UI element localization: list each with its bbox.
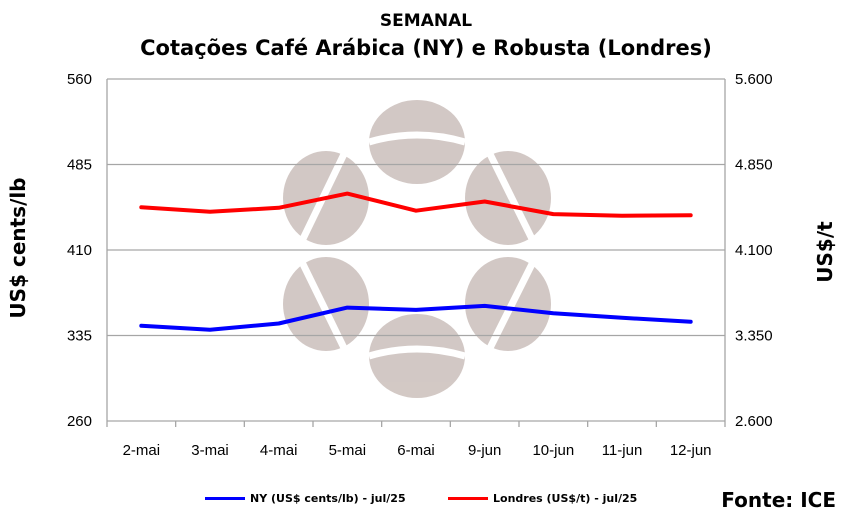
x-tick-label: 12-jun bbox=[670, 442, 712, 459]
y-tick-label-right: 2.600 bbox=[735, 413, 773, 430]
y-tick-label-right: 3.350 bbox=[735, 328, 773, 345]
x-tick-label: 5-mai bbox=[329, 442, 367, 459]
y-axis-right-label: US$/t bbox=[813, 221, 837, 283]
x-tick-label: 6-mai bbox=[397, 442, 435, 459]
y-tick-label-left: 260 bbox=[67, 413, 92, 430]
bean-right-bottom bbox=[465, 257, 551, 351]
legend-ny-label: NY (US$ cents/lb) - jul/25 bbox=[250, 492, 406, 505]
chart-title: SEMANAL bbox=[379, 11, 473, 31]
source-note: Fonte: ICE bbox=[721, 488, 836, 512]
y-axis-left-label: US$ cents/lb bbox=[6, 177, 30, 318]
x-tick-label: 9-jun bbox=[468, 442, 501, 459]
y-tick-label-left: 410 bbox=[67, 242, 92, 259]
chart-subtitle: Cotações Café Arábica (NY) e Robusta (Lo… bbox=[140, 36, 712, 60]
x-tick-label: 4-mai bbox=[260, 442, 298, 459]
x-tick-label: 2-mai bbox=[123, 442, 161, 459]
x-tick-label: 3-mai bbox=[191, 442, 229, 459]
x-tick-label: 11-jun bbox=[602, 442, 643, 459]
series-line-londres bbox=[139, 191, 693, 218]
x-tick-label: 10-jun bbox=[532, 442, 574, 459]
legend-ny-swatch bbox=[205, 497, 245, 500]
bean-top bbox=[369, 100, 465, 184]
y-tick-label-left: 335 bbox=[67, 328, 92, 345]
coffee-bean-watermark-icon bbox=[283, 100, 551, 398]
y-tick-label-right: 5.600 bbox=[735, 71, 773, 88]
y-tick-label-right: 4.100 bbox=[735, 242, 773, 259]
legend-londres-label: Londres (US$/t) - jul/25 bbox=[493, 492, 638, 505]
legend-ny: NY (US$ cents/lb) - jul/25 bbox=[205, 492, 406, 505]
legend-londres-swatch bbox=[448, 497, 488, 500]
series-line-ny bbox=[139, 303, 693, 332]
legend-londres: Londres (US$/t) - jul/25 bbox=[448, 492, 637, 505]
y-tick-label-right: 4.850 bbox=[735, 157, 773, 174]
y-tick-label-left: 485 bbox=[67, 157, 92, 174]
y-tick-label-left: 560 bbox=[67, 71, 92, 88]
